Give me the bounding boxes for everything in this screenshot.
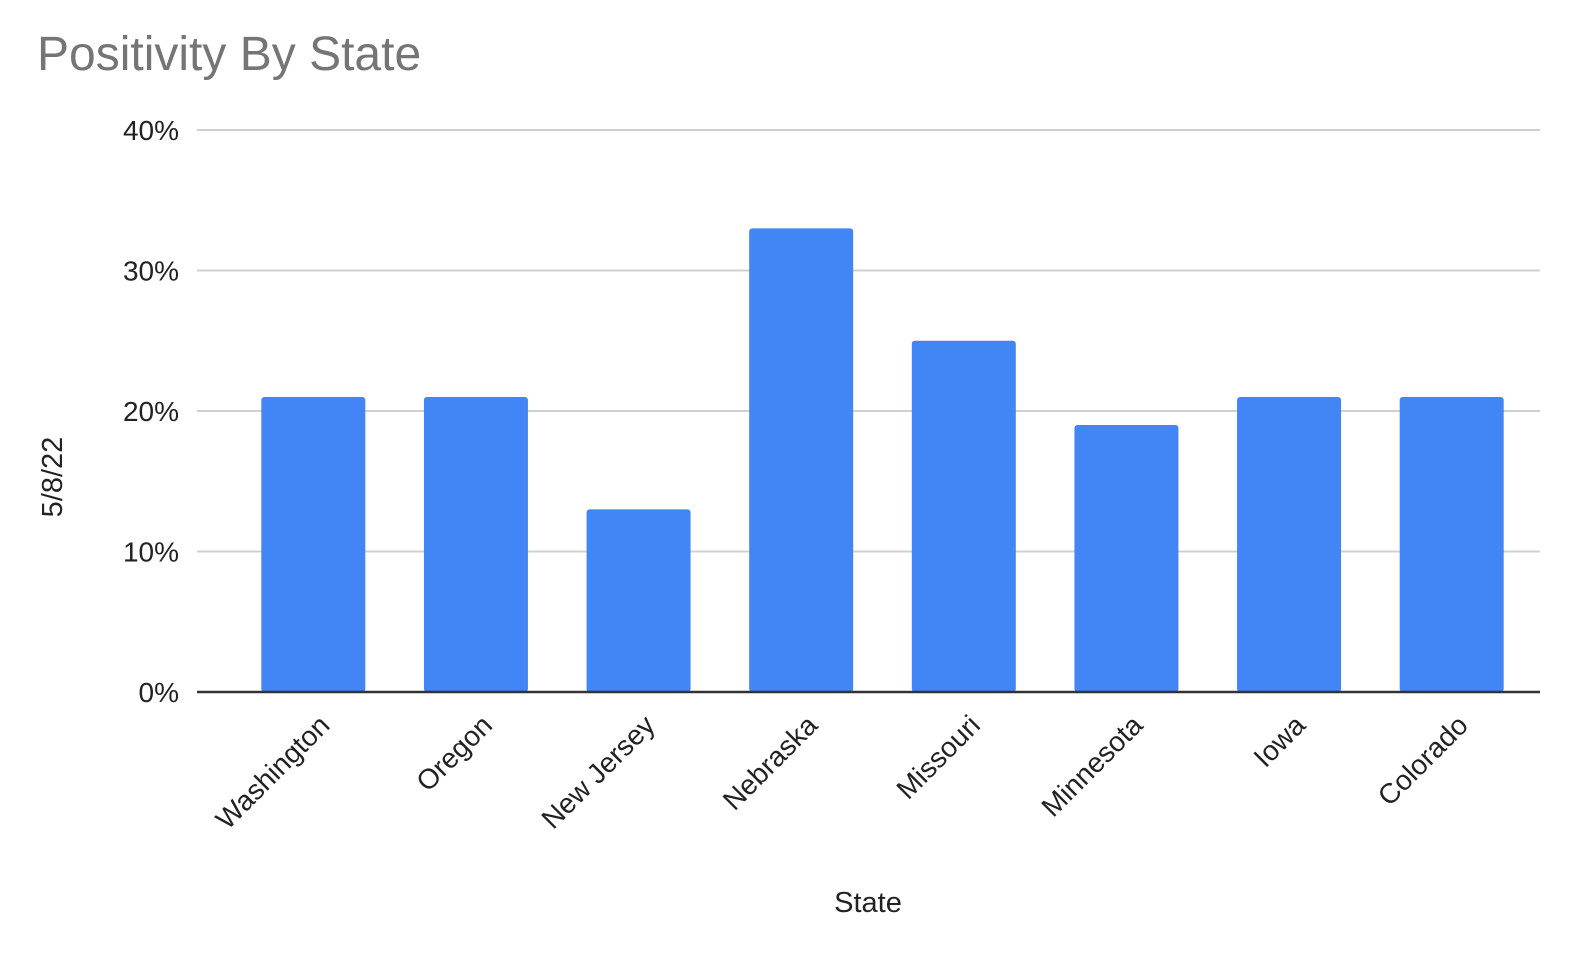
x-axis-ticks: Washington Oregon New Jersey Nebraska Missou…: [210, 709, 1474, 835]
x-tick-label: New Jersey: [535, 709, 660, 834]
bar: [1399, 396, 1504, 692]
y-tick-label: 0%: [139, 677, 179, 708]
bars: [261, 228, 1504, 692]
x-tick-label: Iowa: [1248, 709, 1312, 773]
y-tick-label: 40%: [123, 115, 179, 146]
bar: [586, 509, 691, 692]
y-axis-ticks: 0% 10% 20% 30% 40%: [123, 115, 179, 708]
x-tick-label: Colorado: [1372, 709, 1474, 811]
bar: [261, 396, 366, 692]
bar: [1074, 425, 1179, 692]
x-axis-title: State: [834, 887, 902, 919]
x-tick-label: Minnesota: [1035, 709, 1149, 823]
y-tick-label: 10%: [123, 537, 179, 568]
y-tick-label: 30%: [123, 256, 179, 287]
x-tick-label: Oregon: [410, 709, 498, 797]
bar: [911, 340, 1016, 692]
bar: [423, 396, 528, 692]
x-tick-label: Nebraska: [717, 709, 824, 816]
bar: [749, 228, 854, 692]
chart-title: Positivity By State: [37, 28, 421, 81]
y-axis-title: 5/8/22: [37, 437, 69, 518]
x-tick-label: Washington: [210, 709, 336, 835]
bar: [1237, 396, 1342, 692]
x-tick-label: Missouri: [890, 709, 986, 805]
y-tick-label: 20%: [123, 396, 179, 427]
